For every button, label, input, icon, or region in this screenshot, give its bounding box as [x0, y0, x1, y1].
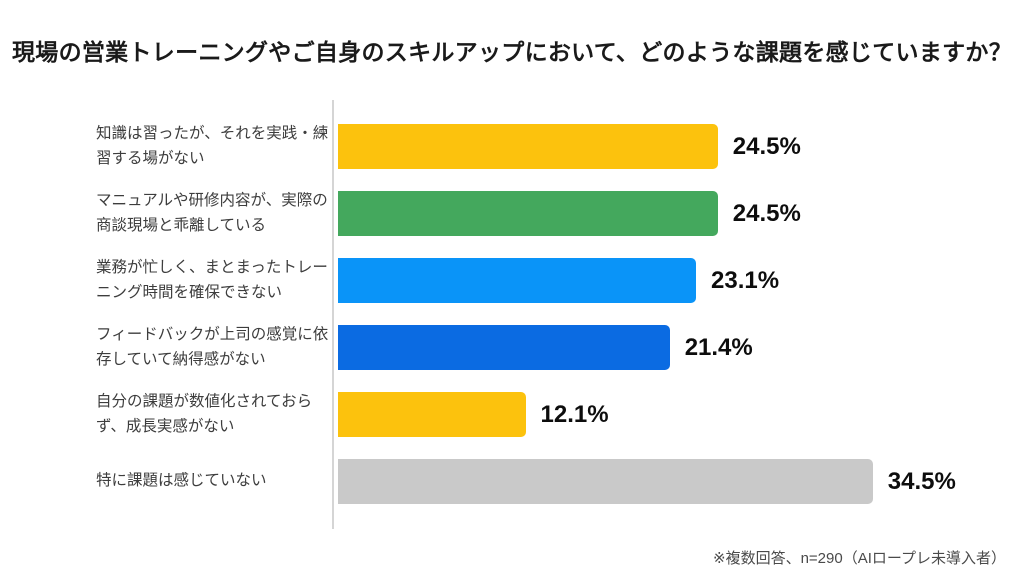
bar: [338, 325, 670, 370]
bar-row: マニュアルや研修内容が、実際の商談現場と乖離している 24.5%: [96, 180, 956, 247]
bar-row: 自分の課題が数値化されておらず、成長実感がない 12.1%: [96, 381, 956, 448]
bar-track: 12.1%: [338, 392, 609, 437]
chart-title: 現場の営業トレーニングやご自身のスキルアップにおいて、どのような課題を感じていま…: [11, 39, 1013, 65]
bar-row: フィードバックが上司の感覚に依存していて納得感がない 21.4%: [96, 314, 956, 381]
category-label: フィードバックが上司の感覚に依存していて納得感がない: [96, 326, 329, 368]
bar: [338, 124, 718, 169]
bar: [338, 191, 718, 236]
bar-row: 知識は習ったが、それを実践・練習する場がない 24.5%: [96, 113, 956, 180]
bar-row: 特に課題は感じていない 34.5%: [96, 448, 956, 515]
bar-track: 34.5%: [338, 459, 956, 504]
bar: [338, 392, 526, 437]
bar-track: 21.4%: [338, 325, 753, 370]
category-label: 業務が忙しく、まとまったトレーニング時間を確保できない: [96, 259, 328, 301]
y-axis-line: [332, 100, 334, 529]
bar: [338, 258, 697, 303]
value-label: 34.5%: [887, 467, 956, 495]
category-label: 自分の課題が数値化されておらず、成長実感がない: [96, 393, 313, 435]
bar: [338, 459, 873, 504]
category-label: 特に課題は感じていない: [96, 472, 267, 490]
category-label: 知識は習ったが、それを実践・練習する場がない: [96, 125, 329, 167]
value-label: 24.5%: [732, 132, 801, 160]
bar-track: 23.1%: [338, 258, 779, 303]
bar-track: 24.5%: [338, 191, 801, 236]
value-label: 24.5%: [732, 199, 801, 227]
bar-chart: 知識は習ったが、それを実践・練習する場がない 24.5% マニュアルや研修内容が…: [96, 113, 956, 515]
bar-row: 業務が忙しく、まとまったトレーニング時間を確保できない 23.1%: [96, 247, 956, 314]
value-label: 12.1%: [540, 400, 609, 428]
value-label: 23.1%: [711, 266, 780, 294]
footnote: ※複数回答、n=290（AIロープレ未導入者）: [713, 550, 1006, 567]
bar-track: 24.5%: [338, 124, 801, 169]
category-label: マニュアルや研修内容が、実際の商談現場と乖離している: [96, 192, 328, 234]
value-label: 21.4%: [684, 333, 753, 361]
